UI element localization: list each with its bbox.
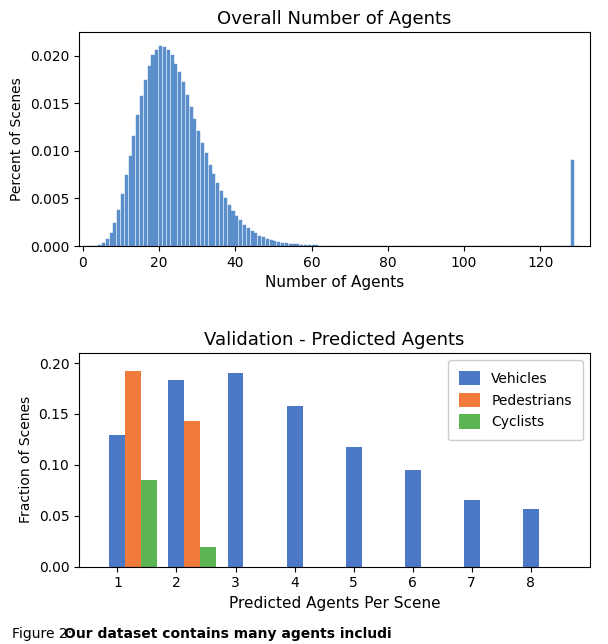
Bar <box>125 175 128 246</box>
Bar <box>201 143 204 246</box>
Bar <box>285 243 288 246</box>
Bar <box>155 50 158 246</box>
Bar <box>109 232 112 246</box>
Bar <box>277 242 280 246</box>
Bar <box>254 233 257 246</box>
Bar <box>286 406 303 567</box>
Bar <box>212 174 215 246</box>
Bar <box>186 95 189 246</box>
Bar <box>140 97 143 246</box>
Bar <box>281 243 284 246</box>
Bar <box>201 547 216 567</box>
Bar <box>232 211 235 246</box>
Title: Validation - Predicted Agents: Validation - Predicted Agents <box>204 330 465 348</box>
Legend: Vehicles, Pedestrians, Cyclists: Vehicles, Pedestrians, Cyclists <box>448 360 583 440</box>
Bar <box>269 240 272 246</box>
Bar <box>159 46 162 246</box>
Y-axis label: Percent of Scenes: Percent of Scenes <box>10 77 24 201</box>
Bar <box>113 223 116 246</box>
Bar <box>170 55 173 246</box>
Bar <box>247 228 250 246</box>
Bar <box>292 244 295 246</box>
Bar <box>128 156 132 246</box>
Bar <box>193 119 196 246</box>
Bar <box>258 236 261 246</box>
Text: Our dataset contains many agents includi: Our dataset contains many agents includi <box>64 627 392 641</box>
Bar <box>190 107 193 246</box>
Text: Figure 2:: Figure 2: <box>12 627 77 641</box>
Bar <box>266 239 269 246</box>
Bar <box>148 66 151 246</box>
Bar <box>571 160 574 246</box>
Bar <box>304 245 307 246</box>
Bar <box>197 131 200 246</box>
Bar <box>209 165 212 246</box>
Bar <box>289 243 292 246</box>
Bar <box>121 194 124 246</box>
Bar <box>109 435 125 567</box>
Bar <box>163 46 166 246</box>
Bar <box>125 371 141 567</box>
Bar <box>144 80 147 246</box>
Y-axis label: Fraction of Scenes: Fraction of Scenes <box>19 396 33 524</box>
Bar <box>523 509 539 567</box>
Bar <box>235 216 238 246</box>
Bar <box>133 136 136 246</box>
Bar <box>308 245 311 246</box>
Bar <box>296 245 299 246</box>
Bar <box>178 72 181 246</box>
Bar <box>464 500 480 567</box>
X-axis label: Number of Agents: Number of Agents <box>264 275 404 290</box>
Bar <box>182 82 185 246</box>
Bar <box>184 421 201 567</box>
Bar <box>151 55 154 246</box>
Bar <box>345 446 362 567</box>
Bar <box>220 191 223 246</box>
Bar <box>243 225 246 246</box>
Bar <box>102 243 105 246</box>
Bar <box>250 231 254 246</box>
Bar <box>405 470 421 567</box>
Bar <box>274 241 277 246</box>
Bar <box>98 245 101 246</box>
Bar <box>300 245 303 246</box>
Bar <box>227 374 243 567</box>
Bar <box>227 205 230 246</box>
Bar <box>106 239 109 246</box>
Bar <box>216 183 219 246</box>
Bar <box>141 480 157 567</box>
Bar <box>136 115 139 246</box>
Bar <box>205 153 208 246</box>
Bar <box>117 211 120 246</box>
Bar <box>239 220 242 246</box>
X-axis label: Predicted Agents Per Scene: Predicted Agents Per Scene <box>229 596 440 611</box>
Bar <box>224 198 227 246</box>
Bar <box>174 64 178 246</box>
Bar <box>168 381 184 567</box>
Title: Overall Number of Agents: Overall Number of Agents <box>217 10 452 28</box>
Bar <box>262 237 265 246</box>
Bar <box>167 50 170 246</box>
